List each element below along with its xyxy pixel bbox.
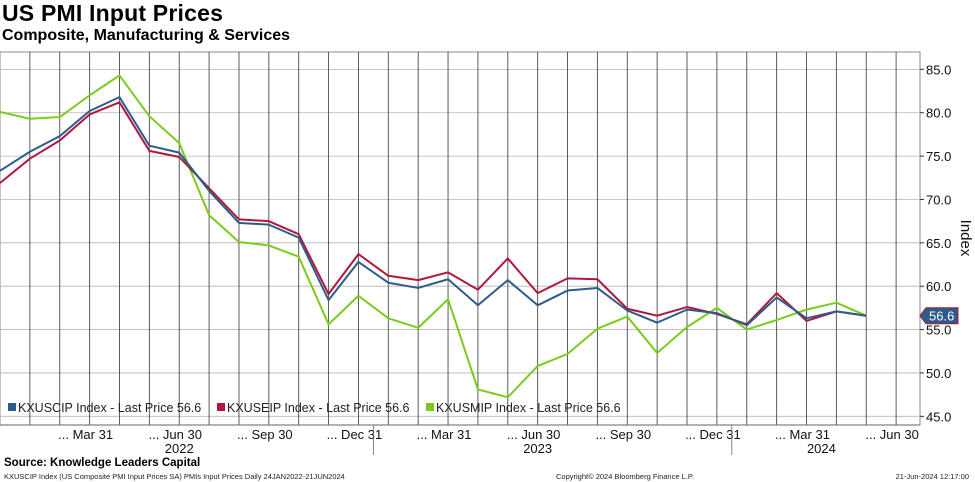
x-tick-label: ... Mar 31 bbox=[58, 427, 113, 442]
legend-label: KXUSMIP Index - Last Price 56.6 bbox=[436, 401, 621, 415]
last-value-label: 56.6 bbox=[929, 309, 954, 324]
y-tick-label: 45.0 bbox=[926, 409, 951, 424]
source-note: Source: Knowledge Leaders Capital bbox=[4, 457, 201, 469]
y-tick-label: 85.0 bbox=[926, 62, 951, 77]
x-year-label: 2022 bbox=[165, 441, 194, 456]
chart-subtitle: Composite, Manufacturing & Services bbox=[2, 27, 291, 44]
footer-timestamp: 21-Jun-2024 12:17:00 bbox=[895, 472, 969, 481]
footer-copyright: Copyright© 2024 Bloomberg Finance L.P. bbox=[556, 472, 694, 481]
x-year-label: 2023 bbox=[523, 441, 552, 456]
footer-index-description: KXUSCIP Index (US Composite PMI Input Pr… bbox=[4, 472, 345, 481]
y-tick-label: 50.0 bbox=[926, 366, 951, 381]
x-tick-label: ... Mar 31 bbox=[775, 427, 830, 442]
y-tick-label: 65.0 bbox=[926, 236, 951, 251]
x-tick-label: ... Dec 31 bbox=[685, 427, 741, 442]
y-tick-label: 75.0 bbox=[926, 149, 951, 164]
legend-swatch bbox=[217, 403, 225, 411]
legend-label: KXUSCIP Index - Last Price 56.6 bbox=[18, 401, 201, 415]
y-tick-label: 60.0 bbox=[926, 279, 951, 294]
last-value-marker bbox=[919, 307, 959, 325]
legend-label: KXUSEIP Index - Last Price 56.6 bbox=[227, 401, 410, 415]
y-axis-title: Index bbox=[957, 220, 974, 257]
plot-area bbox=[0, 51, 921, 426]
legend-swatch bbox=[8, 403, 16, 411]
x-tick-label: ... Sep 30 bbox=[595, 427, 651, 442]
x-tick-label: ... Mar 31 bbox=[417, 427, 472, 442]
x-tick-label: ... Sep 30 bbox=[237, 427, 293, 442]
y-tick-label: 70.0 bbox=[926, 192, 951, 207]
legend-swatch bbox=[426, 403, 434, 411]
x-tick-label: ... Jun 30 bbox=[507, 427, 560, 442]
x-tick-label: ... Jun 30 bbox=[148, 427, 201, 442]
x-year-label: 2024 bbox=[807, 441, 836, 456]
y-tick-label: 80.0 bbox=[926, 106, 951, 121]
series-line bbox=[0, 74, 867, 399]
y-tick-label: 55.0 bbox=[926, 323, 951, 338]
chart-title: US PMI Input Prices bbox=[2, 0, 224, 26]
series-line bbox=[0, 96, 867, 327]
x-tick-label: ... Dec 31 bbox=[327, 427, 383, 442]
x-tick-label: ... Jun 30 bbox=[865, 427, 918, 442]
